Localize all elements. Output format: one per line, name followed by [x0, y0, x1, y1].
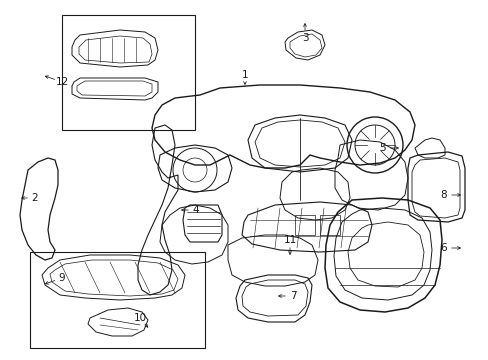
- Text: 10: 10: [133, 313, 146, 323]
- Text: 2: 2: [32, 193, 38, 203]
- Text: 1: 1: [241, 70, 248, 80]
- Text: 11: 11: [283, 235, 296, 245]
- Text: 9: 9: [59, 273, 65, 283]
- Text: 5: 5: [379, 143, 386, 153]
- Text: 12: 12: [55, 77, 68, 87]
- Text: 4: 4: [192, 205, 199, 215]
- Text: 6: 6: [440, 243, 447, 253]
- Bar: [30, 252, 204, 348]
- Text: 8: 8: [440, 190, 447, 200]
- Text: 7: 7: [289, 291, 296, 301]
- Text: 3: 3: [301, 33, 307, 43]
- Bar: [62, 15, 195, 130]
